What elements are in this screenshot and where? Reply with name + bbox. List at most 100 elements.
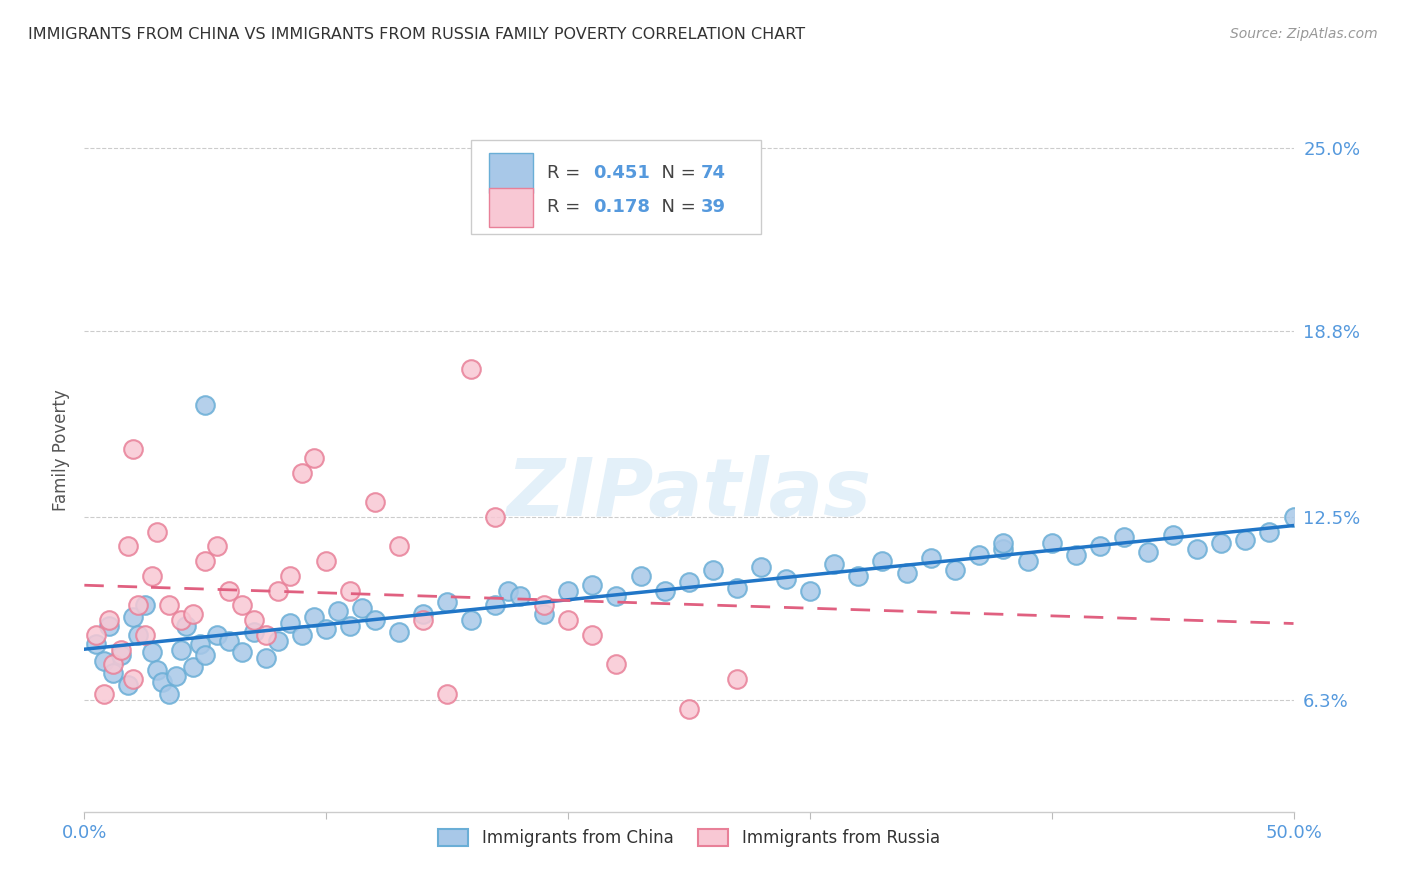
Point bbox=[110, 642, 132, 657]
Point bbox=[896, 566, 918, 580]
Point bbox=[291, 466, 314, 480]
Point bbox=[291, 628, 314, 642]
Text: 74: 74 bbox=[702, 163, 725, 182]
Point bbox=[630, 569, 652, 583]
Point bbox=[150, 675, 173, 690]
Point bbox=[496, 583, 519, 598]
Point bbox=[484, 599, 506, 613]
Text: R =: R = bbox=[547, 163, 586, 182]
Point bbox=[218, 583, 240, 598]
Point bbox=[799, 583, 821, 598]
Point bbox=[605, 590, 627, 604]
Point bbox=[218, 633, 240, 648]
Point bbox=[231, 645, 253, 659]
Point bbox=[993, 536, 1015, 550]
Point bbox=[93, 654, 115, 668]
Point bbox=[267, 583, 290, 598]
Point bbox=[581, 577, 603, 591]
Point bbox=[1234, 533, 1257, 548]
Point bbox=[967, 548, 990, 562]
Point bbox=[117, 539, 139, 553]
Point bbox=[121, 610, 143, 624]
Point bbox=[141, 569, 163, 583]
Point bbox=[117, 678, 139, 692]
Point bbox=[190, 637, 212, 651]
Point bbox=[1137, 545, 1160, 559]
Point bbox=[1040, 536, 1063, 550]
Point bbox=[165, 669, 187, 683]
Point bbox=[943, 563, 966, 577]
Point bbox=[993, 542, 1015, 557]
Point bbox=[141, 645, 163, 659]
Point bbox=[254, 628, 277, 642]
Point bbox=[1161, 527, 1184, 541]
Point bbox=[363, 495, 385, 509]
Point bbox=[605, 657, 627, 672]
Point bbox=[846, 569, 869, 583]
Point bbox=[388, 539, 411, 553]
Point bbox=[1017, 554, 1039, 568]
Point bbox=[1064, 548, 1087, 562]
Point bbox=[97, 613, 120, 627]
Point bbox=[872, 554, 894, 568]
Text: 0.178: 0.178 bbox=[593, 198, 651, 217]
Point bbox=[702, 563, 724, 577]
Point bbox=[121, 672, 143, 686]
Point bbox=[484, 509, 506, 524]
Point bbox=[315, 554, 337, 568]
Point bbox=[134, 628, 156, 642]
Point bbox=[157, 599, 180, 613]
Text: IMMIGRANTS FROM CHINA VS IMMIGRANTS FROM RUSSIA FAMILY POVERTY CORRELATION CHART: IMMIGRANTS FROM CHINA VS IMMIGRANTS FROM… bbox=[28, 27, 806, 42]
Point bbox=[207, 628, 229, 642]
Point bbox=[1088, 539, 1111, 553]
Legend: Immigrants from China, Immigrants from Russia: Immigrants from China, Immigrants from R… bbox=[432, 822, 946, 854]
FancyBboxPatch shape bbox=[471, 140, 762, 234]
Point bbox=[278, 615, 301, 630]
Text: ZIPatlas: ZIPatlas bbox=[506, 455, 872, 533]
Point bbox=[207, 539, 229, 553]
Point bbox=[352, 601, 374, 615]
Point bbox=[557, 613, 579, 627]
Point bbox=[97, 619, 120, 633]
Point bbox=[533, 607, 555, 621]
Point bbox=[181, 660, 204, 674]
Point bbox=[146, 663, 169, 677]
Point bbox=[725, 581, 748, 595]
Point bbox=[181, 607, 204, 621]
Point bbox=[231, 599, 253, 613]
Point bbox=[460, 613, 482, 627]
Point bbox=[170, 642, 193, 657]
Point bbox=[751, 560, 773, 574]
Point bbox=[86, 637, 108, 651]
Point bbox=[194, 648, 217, 663]
Point bbox=[678, 701, 700, 715]
Point bbox=[174, 619, 197, 633]
Point bbox=[328, 604, 350, 618]
Point bbox=[678, 574, 700, 589]
Point bbox=[775, 572, 797, 586]
Point bbox=[302, 450, 325, 465]
Point bbox=[242, 613, 264, 627]
Point bbox=[823, 557, 845, 571]
Text: N =: N = bbox=[650, 163, 702, 182]
Point bbox=[315, 622, 337, 636]
Point bbox=[1258, 524, 1281, 539]
Point bbox=[1209, 536, 1232, 550]
Point bbox=[110, 648, 132, 663]
Point bbox=[509, 590, 531, 604]
Point bbox=[194, 554, 217, 568]
Point bbox=[388, 624, 411, 639]
Point bbox=[920, 551, 942, 566]
Point bbox=[127, 628, 149, 642]
Point bbox=[157, 687, 180, 701]
Point bbox=[146, 524, 169, 539]
Point bbox=[339, 583, 361, 598]
Point bbox=[436, 595, 458, 609]
Point bbox=[339, 619, 361, 633]
Point bbox=[412, 613, 434, 627]
Point bbox=[436, 687, 458, 701]
Point bbox=[93, 687, 115, 701]
Point bbox=[460, 362, 482, 376]
Point bbox=[103, 666, 125, 681]
Point bbox=[1282, 509, 1305, 524]
